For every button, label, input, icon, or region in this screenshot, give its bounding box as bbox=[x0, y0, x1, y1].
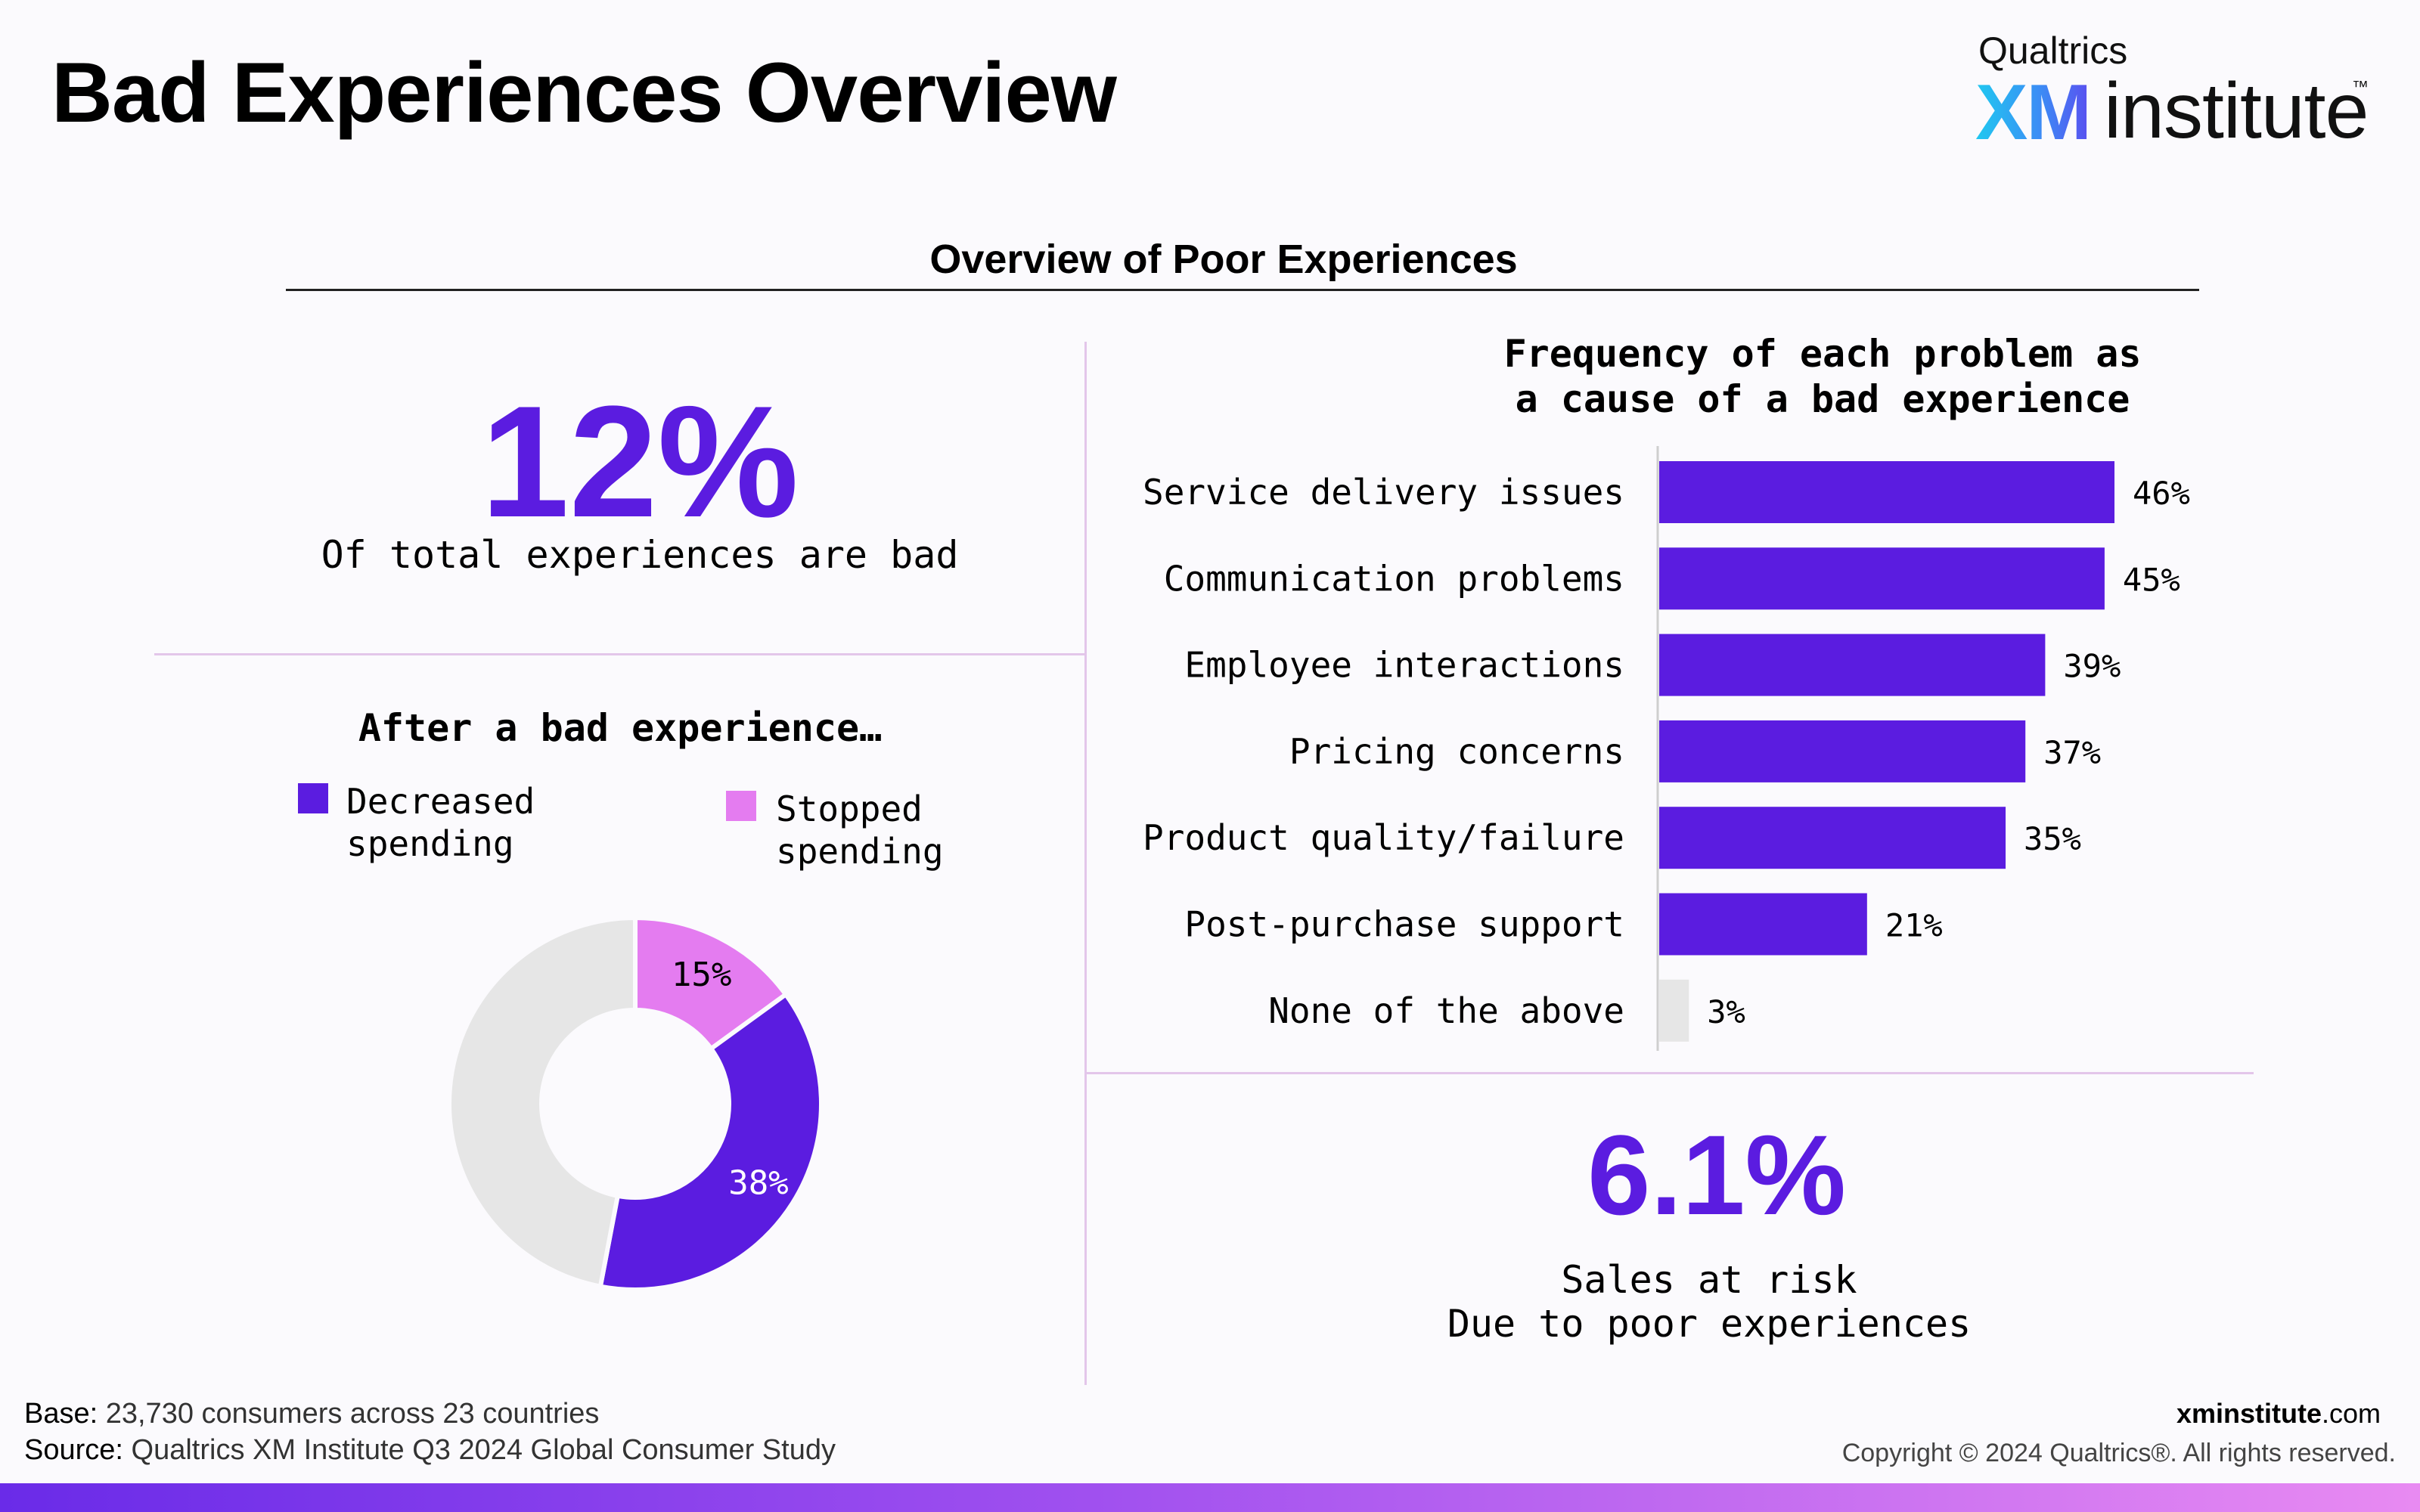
legend-stopped-swatch bbox=[726, 791, 756, 821]
footer-source-line: Source: Qualtrics XM Institute Q3 2024 G… bbox=[24, 1432, 836, 1468]
donut-slice-stopped-spending bbox=[633, 915, 790, 1052]
bar-chart-title: Frequency of each problem as a cause of … bbox=[1331, 331, 2314, 422]
bad-experience-stat-value: 12% bbox=[480, 373, 799, 550]
sales-at-risk-label: Sales at risk Due to poor experiences bbox=[1331, 1258, 2087, 1346]
legend-decreased-label: Decreased spending bbox=[346, 780, 535, 865]
page-title: Bad Experiences Overview bbox=[51, 45, 1117, 140]
bar-chart: Service delivery issues 46% Communication … bbox=[1143, 446, 2190, 1051]
bar-chart-title-line1: Frequency of each problem as bbox=[1503, 332, 2142, 376]
bad-experience-stat-label: Of total experiences are bad bbox=[321, 533, 959, 577]
bar-value-label: 46% bbox=[2133, 475, 2190, 512]
qualtrics-xm-institute-logo: Qualtrics XM institute ™ bbox=[1975, 29, 2369, 156]
footer-site-link[interactable]: xminstitute.com bbox=[1891, 1396, 2381, 1432]
footer-source-note: Base: 23,730 consumers across 23 countri… bbox=[24, 1396, 836, 1468]
footer-base-text: 23,730 consumers across 23 countries bbox=[105, 1398, 600, 1430]
bar bbox=[1659, 893, 1867, 956]
bar-chart-title-line2: a cause of a bad experience bbox=[1515, 377, 2130, 421]
footer-base-label: Base: bbox=[24, 1398, 98, 1430]
bar-value-label: 3% bbox=[1707, 993, 1745, 1030]
logo-company-text: Qualtrics bbox=[1978, 29, 2128, 72]
bar bbox=[1659, 547, 2105, 610]
bar-category-label: Service delivery issues bbox=[1143, 472, 1624, 513]
donut-slice-decreased-spending bbox=[597, 991, 824, 1292]
bar bbox=[1659, 634, 2046, 696]
sales-at-risk-line2: Due to poor experiences bbox=[1447, 1302, 1972, 1346]
donut-slice-label: 38% bbox=[728, 1163, 788, 1202]
bar-value-label: 35% bbox=[2024, 820, 2081, 857]
legend-stopped-line1: Stopped bbox=[776, 789, 923, 829]
section-title-rule bbox=[286, 289, 2199, 291]
bar-category-label: Pricing concerns bbox=[1289, 731, 1624, 772]
footer-copyright: Copyright © 2024 Qualtrics®. All rights … bbox=[1841, 1439, 2396, 1467]
bar-category-label: None of the above bbox=[1268, 990, 1624, 1031]
sales-at-risk-line1: Sales at risk bbox=[1561, 1258, 1857, 1302]
logo-xm-text: XM bbox=[1975, 69, 2092, 156]
logo-trademark: ™ bbox=[2352, 77, 2369, 96]
legend-decreased-swatch bbox=[298, 783, 328, 813]
bar bbox=[1659, 807, 2006, 869]
donut-slice-label: 15% bbox=[672, 956, 731, 994]
bar-category-label: Communication problems bbox=[1164, 558, 1624, 599]
bar-value-label: 21% bbox=[1885, 907, 1943, 944]
legend-decreased-line1: Decreased bbox=[346, 781, 535, 822]
footer-gradient-bar bbox=[0, 1483, 2420, 1512]
bar bbox=[1659, 720, 2026, 782]
bar-category-label: Post-purchase support bbox=[1184, 904, 1624, 945]
donut-chart-title: After a bad experience… bbox=[358, 706, 883, 750]
footer-source-label: Source: bbox=[24, 1434, 123, 1466]
footer-site-bold: xminstitute bbox=[2176, 1398, 2322, 1429]
vertical-divider bbox=[1084, 342, 1087, 1385]
left-horizontal-divider bbox=[154, 653, 1084, 655]
legend-decreased-line2: spending bbox=[346, 823, 514, 864]
footer-base-line: Base: 23,730 consumers across 23 countri… bbox=[24, 1396, 836, 1432]
bar-category-label: Product quality/failure bbox=[1143, 817, 1624, 858]
footer-site-rest: .com bbox=[2321, 1398, 2381, 1429]
bar-value-label: 45% bbox=[2123, 561, 2180, 598]
bar-value-label: 39% bbox=[2063, 648, 2121, 685]
legend-stopped-line2: spending bbox=[776, 831, 944, 872]
sales-at-risk-value: 6.1% bbox=[1587, 1111, 1846, 1238]
donut-chart: 15% 38% bbox=[447, 915, 824, 1292]
logo-institute-text: institute bbox=[2104, 67, 2369, 155]
bar bbox=[1659, 979, 1689, 1042]
donut-slice-remainder bbox=[447, 915, 638, 1290]
bar bbox=[1659, 461, 2114, 523]
bar-category-label: Employee interactions bbox=[1184, 645, 1624, 686]
section-title: Overview of Poor Experiences bbox=[929, 237, 1518, 282]
footer-source-text: Qualtrics XM Institute Q3 2024 Global Co… bbox=[131, 1434, 836, 1466]
legend-stopped-label: Stopped spending bbox=[776, 788, 944, 872]
right-horizontal-divider bbox=[1086, 1072, 2254, 1074]
bar-value-label: 37% bbox=[2043, 734, 2101, 771]
